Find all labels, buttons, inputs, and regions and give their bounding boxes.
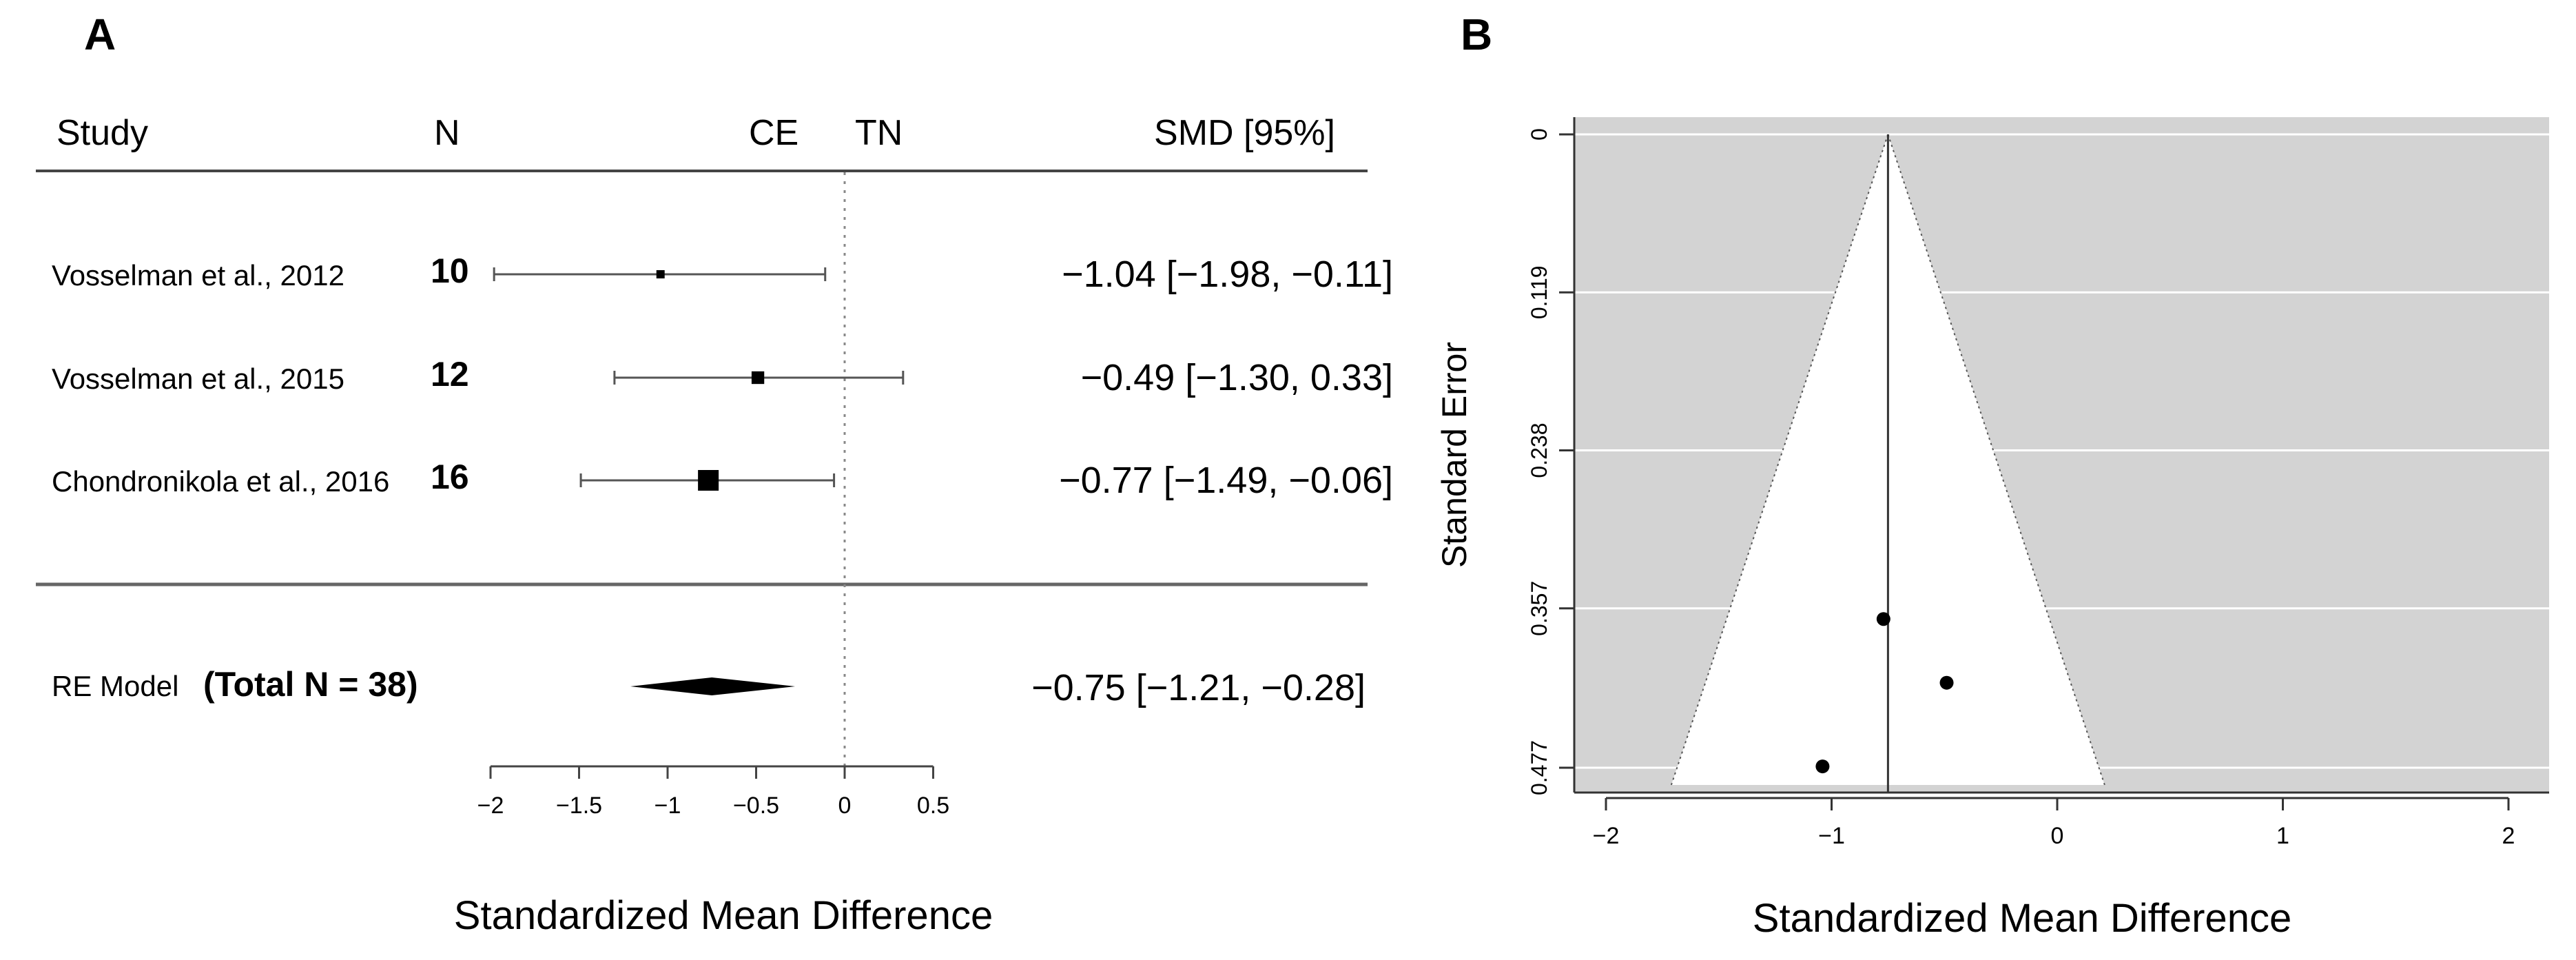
funnel-point — [1939, 675, 1954, 690]
funnel-marks: 0 0.119 0.238 0.357 0.477 −2 −1 0 1 2 — [1527, 117, 2549, 849]
study-name: Vosselman et al., 2015 — [52, 362, 344, 395]
x-tick-label: 2 — [2502, 823, 2515, 849]
header-study: Study — [56, 113, 148, 153]
funnel-plot-panel: B 0 0.119 0.238 0.357 0.477 −2 −1 0 1 2 Standard … — [1435, 10, 2549, 941]
funnel-point — [1876, 612, 1890, 626]
y-tick-label: 0 — [1527, 128, 1552, 141]
summary-name: RE Model — [52, 670, 178, 702]
summary-total: (Total N = 38) — [203, 665, 418, 704]
study-name: Vosselman et al., 2012 — [52, 259, 344, 292]
x-tick-label: 0 — [2051, 823, 2064, 849]
x-tick-label: −0.5 — [733, 793, 779, 819]
x-tick-label: −1 — [1818, 823, 1845, 849]
x-tick-label: −2 — [477, 793, 504, 819]
forest-plot-panel: A Study N CE TN SMD [95%] Vosselman et a… — [36, 10, 1393, 938]
forest-x-axis-title: Standardized Mean Difference — [454, 893, 993, 938]
header-n: N — [434, 113, 460, 153]
study-marker — [751, 371, 765, 385]
study-name: Chondronikola et al., 2016 — [52, 465, 389, 498]
study-marker — [656, 270, 665, 278]
study-n: 10 — [431, 252, 469, 290]
forest-marks: Vosselman et al., 2012 10 −1.04 [−1.98, −0… — [52, 172, 1393, 819]
x-tick-label: 1 — [2276, 823, 2289, 849]
funnel-edge-left — [1670, 134, 1889, 786]
study-marker — [698, 470, 719, 491]
study-smd-label: −0.49 [−1.30, 0.33] — [1081, 357, 1393, 398]
y-tick-label: 0.119 — [1527, 265, 1552, 319]
x-tick-label: 0 — [838, 793, 852, 819]
summary-smd-label: −0.75 [−1.21, −0.28] — [1031, 667, 1366, 708]
panel-label-b: B — [1461, 10, 1492, 59]
y-tick-label: 0.357 — [1527, 581, 1552, 636]
funnel-point — [1815, 759, 1830, 774]
study-smd-label: −0.77 [−1.49, −0.06] — [1059, 460, 1393, 501]
header-tn: TN — [855, 113, 903, 153]
x-tick-label: 0.5 — [917, 793, 949, 819]
header-smd: SMD [95%] — [1154, 113, 1335, 153]
study-smd-label: −1.04 [−1.98, −0.11] — [1062, 254, 1393, 295]
y-tick-label: 0.238 — [1527, 422, 1552, 478]
funnel-y-axis-title: Standard Error — [1435, 342, 1474, 568]
panel-label-a: A — [84, 10, 116, 59]
x-tick-label: −2 — [1593, 823, 1620, 849]
header-ce: CE — [749, 113, 798, 153]
funnel-x-axis-title: Standardized Mean Difference — [1753, 896, 2291, 941]
study-n: 12 — [431, 355, 469, 394]
summary-diamond — [630, 677, 796, 695]
funnel-edge-right — [1887, 134, 2105, 786]
study-n: 16 — [431, 458, 469, 496]
x-tick-label: −1 — [655, 793, 681, 819]
y-tick-label: 0.477 — [1527, 740, 1552, 795]
x-tick-label: −1.5 — [556, 793, 602, 819]
